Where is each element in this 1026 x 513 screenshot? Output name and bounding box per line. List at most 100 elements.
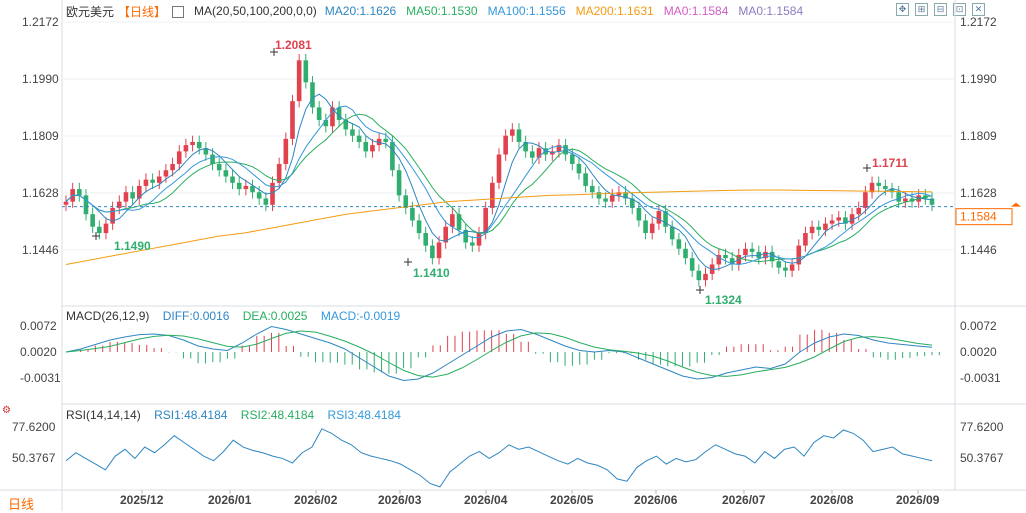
candle-body	[323, 119, 329, 127]
rsi-tick-right: 50.3767	[960, 451, 1004, 465]
rsi2-value: RSI2:48.4184	[240, 408, 315, 422]
price-tick-left: 1.1628	[22, 186, 59, 200]
ma200-line	[65, 189, 933, 265]
candle-body	[450, 214, 455, 227]
candle-body	[763, 251, 768, 259]
candle-body	[523, 141, 528, 152]
macd-diff-line	[65, 325, 933, 382]
candle-body	[183, 145, 189, 152]
candle-body	[556, 145, 562, 152]
move-icon[interactable]: ✥	[896, 3, 909, 16]
candle-body	[436, 242, 442, 259]
macd-tick-left: 0.0072	[20, 319, 57, 333]
macd-tick-left: -0.0031	[20, 371, 61, 385]
current-price-label: 1.1584	[960, 210, 997, 224]
candle-body	[210, 154, 215, 164]
ma100-line	[65, 105, 933, 265]
chart-controls: ✥ ⊞ ⊟ ⊡ ✕	[896, 3, 985, 16]
macd-tick-left: 0.0020	[20, 345, 57, 359]
candle-body	[230, 176, 235, 183]
zoom-out-icon[interactable]: ⊟	[934, 3, 947, 16]
candle-body	[396, 170, 402, 196]
candle-body	[356, 135, 362, 142]
price-tick-right: 1.1628	[960, 186, 997, 200]
candle-body	[676, 239, 682, 249]
candle-body	[430, 245, 435, 259]
candle-body	[263, 198, 269, 205]
candle-body	[170, 163, 175, 171]
zoom-in-icon[interactable]: ⊞	[915, 3, 928, 16]
candle-body	[510, 129, 515, 136]
candle-body	[63, 201, 69, 205]
ma-label: MA(20,50,100,200,0,0)	[194, 4, 317, 18]
candle-body	[443, 226, 449, 243]
candle-body	[423, 233, 429, 246]
candle-body	[216, 163, 222, 171]
chart-legend: 欧元美元 【日线】 MA(20,50,100,200,0,0) MA20:1.1…	[66, 3, 813, 19]
candle-body	[603, 198, 608, 202]
time-tick-label: 2026/09	[896, 493, 940, 507]
candle-body	[103, 223, 109, 234]
candle-body	[416, 220, 422, 234]
candle-body	[463, 229, 468, 243]
candle-body	[749, 248, 755, 252]
settings-icon[interactable]: ⚙	[2, 405, 11, 416]
candle-body	[796, 245, 802, 265]
annotation-label: 1.1410	[413, 266, 450, 280]
rsi-legend: RSI(14,14,14) RSI1:48.4184 RSI2:48.4184 …	[66, 408, 411, 422]
candle-body	[283, 138, 289, 164]
candle-body	[77, 189, 82, 196]
candle-body	[363, 141, 369, 152]
candle-body	[849, 214, 855, 224]
reset-icon[interactable]: ⊡	[953, 3, 966, 16]
candle-body	[569, 154, 575, 164]
candle-body	[649, 223, 655, 234]
candle-body	[83, 195, 89, 215]
candle-body	[629, 198, 635, 208]
candle-body	[490, 182, 495, 208]
macd-diff: DIFF:0.0016	[162, 309, 230, 323]
price-tick-right: 1.1990	[960, 72, 997, 86]
candle-body	[823, 223, 828, 230]
close-icon[interactable]: ✕	[972, 3, 985, 16]
candle-body	[656, 211, 662, 224]
current-price-marker	[1011, 202, 1021, 207]
ma20-line	[65, 93, 933, 270]
time-tick-label: 2026/03	[378, 493, 422, 507]
candle-body	[576, 163, 582, 174]
candle-body	[803, 233, 808, 246]
candle-body	[97, 226, 102, 234]
candle-body	[609, 195, 615, 202]
indicator-settings-icon[interactable]	[172, 6, 185, 18]
candle-body	[123, 192, 129, 202]
candle-body	[350, 129, 355, 136]
candle-body	[543, 148, 548, 155]
candle-body	[809, 226, 815, 234]
candle-body	[310, 82, 315, 108]
candle-body	[383, 138, 389, 142]
ma-value-2: MA100:1.1556	[487, 4, 566, 18]
annotation-label: 1.2081	[275, 38, 312, 52]
period-tab[interactable]: 日线	[8, 497, 35, 512]
candle-body	[470, 242, 475, 246]
rsi3-value: RSI3:48.4184	[327, 408, 401, 422]
candle-body	[876, 182, 882, 186]
time-tick-label: 2026/08	[810, 493, 854, 507]
candle-body	[110, 207, 115, 224]
macd-title: MACD(26,12,9)	[66, 309, 150, 323]
candle-body	[856, 207, 862, 215]
candle-body	[769, 251, 775, 262]
price-tick-left: 1.1809	[22, 129, 59, 143]
candle-body	[903, 198, 908, 202]
rsi-tick-left: 50.3767	[12, 451, 56, 465]
candle-body	[776, 261, 782, 268]
candle-body	[723, 255, 728, 259]
candle-body	[743, 248, 748, 256]
candle-body	[869, 182, 875, 193]
period-label[interactable]: 【日线】	[118, 4, 167, 19]
price-tick-left: 1.2172	[22, 15, 59, 29]
candle-body	[843, 217, 848, 224]
candle-body	[343, 119, 349, 130]
ma-value-5: MA0:1.1584	[738, 4, 804, 18]
